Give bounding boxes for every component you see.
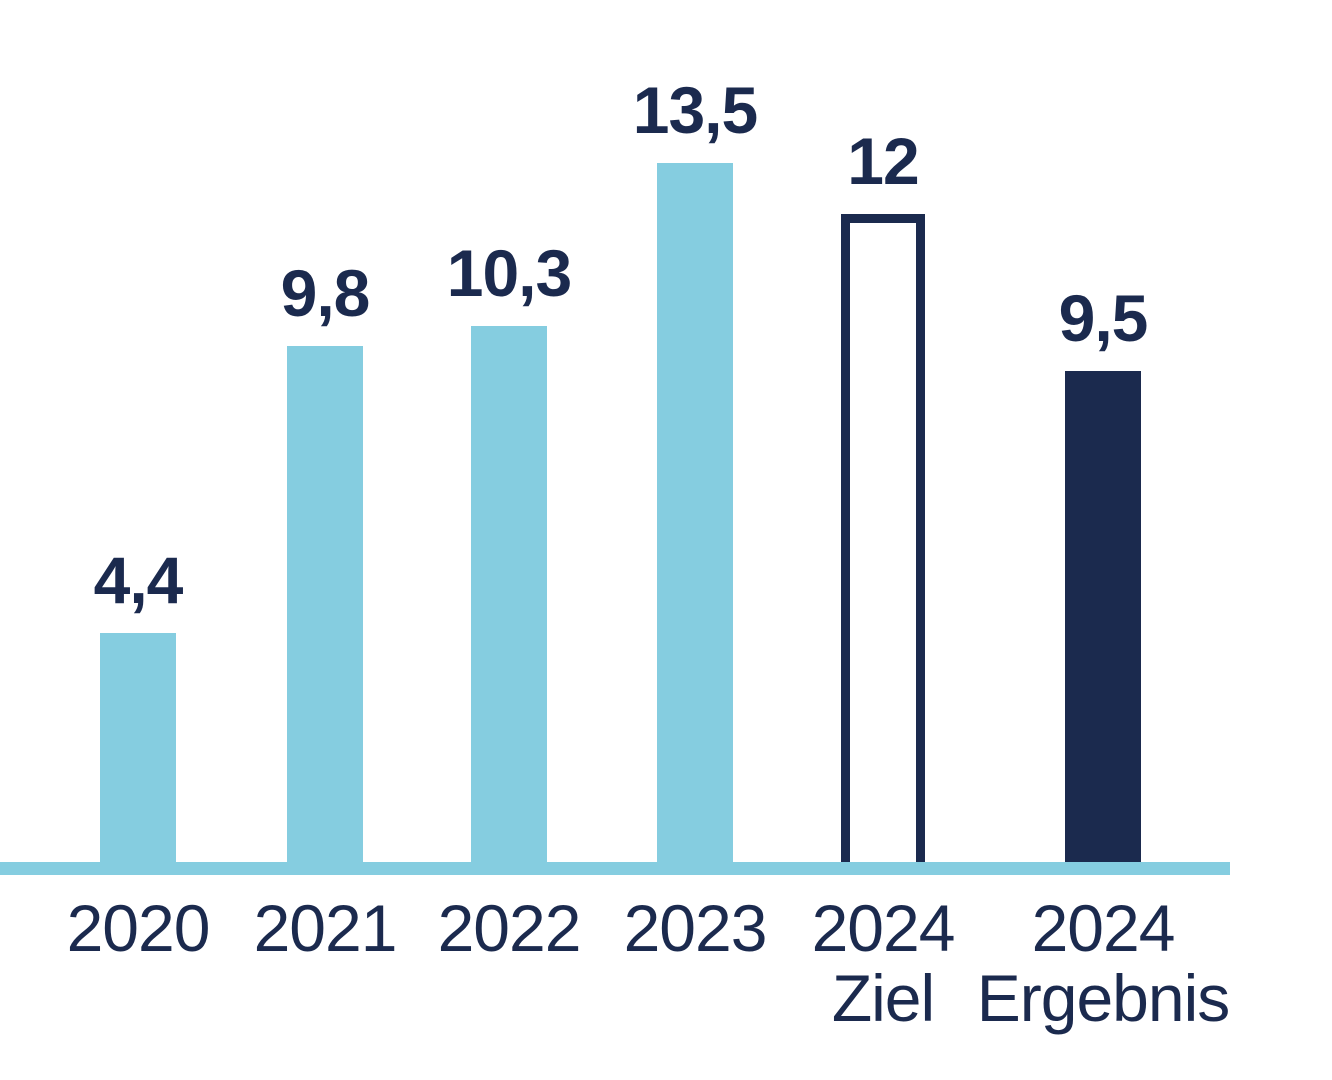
value-label-2021: 9,8 xyxy=(280,256,371,330)
value-label-2020: 4,4 xyxy=(93,543,184,617)
value-label-2023: 13,5 xyxy=(632,73,758,147)
value-label-2022: 10,3 xyxy=(446,236,572,310)
x-axis-label-2024-ziel: 2024 Ziel xyxy=(811,891,956,1035)
x-axis-label-year: 2024 xyxy=(811,891,956,965)
x-axis-baseline xyxy=(0,862,1230,875)
x-axis-label-2021: 2021 xyxy=(253,891,398,965)
bar-2024-ziel xyxy=(841,214,925,862)
bar-2024-ergebnis xyxy=(1065,371,1141,862)
x-axis-label-qualifier: Ergebnis xyxy=(976,961,1230,1035)
x-axis-label-2023: 2023 xyxy=(623,891,768,965)
x-axis-label-year: 2023 xyxy=(623,891,768,965)
bar-2022 xyxy=(471,326,547,862)
x-axis-label-year: 2022 xyxy=(437,891,582,965)
x-axis-label-year: 2020 xyxy=(66,891,211,965)
bar-2021 xyxy=(287,346,363,862)
x-axis-label-year: 2024 xyxy=(1031,891,1176,965)
value-label-2024-ergebnis: 9,5 xyxy=(1058,281,1149,355)
value-label-2024-ziel: 12 xyxy=(847,124,919,198)
bar-2023 xyxy=(657,163,733,862)
x-axis-label-qualifier: Ziel xyxy=(831,961,935,1035)
x-axis-label-2024-ergebnis: 2024 Ergebnis xyxy=(977,893,1230,1033)
bar-2020 xyxy=(100,633,176,862)
x-axis-label-2022: 2022 xyxy=(437,891,582,965)
x-axis-label-2020: 2020 xyxy=(66,891,211,965)
x-axis-label-year: 2021 xyxy=(253,891,398,965)
